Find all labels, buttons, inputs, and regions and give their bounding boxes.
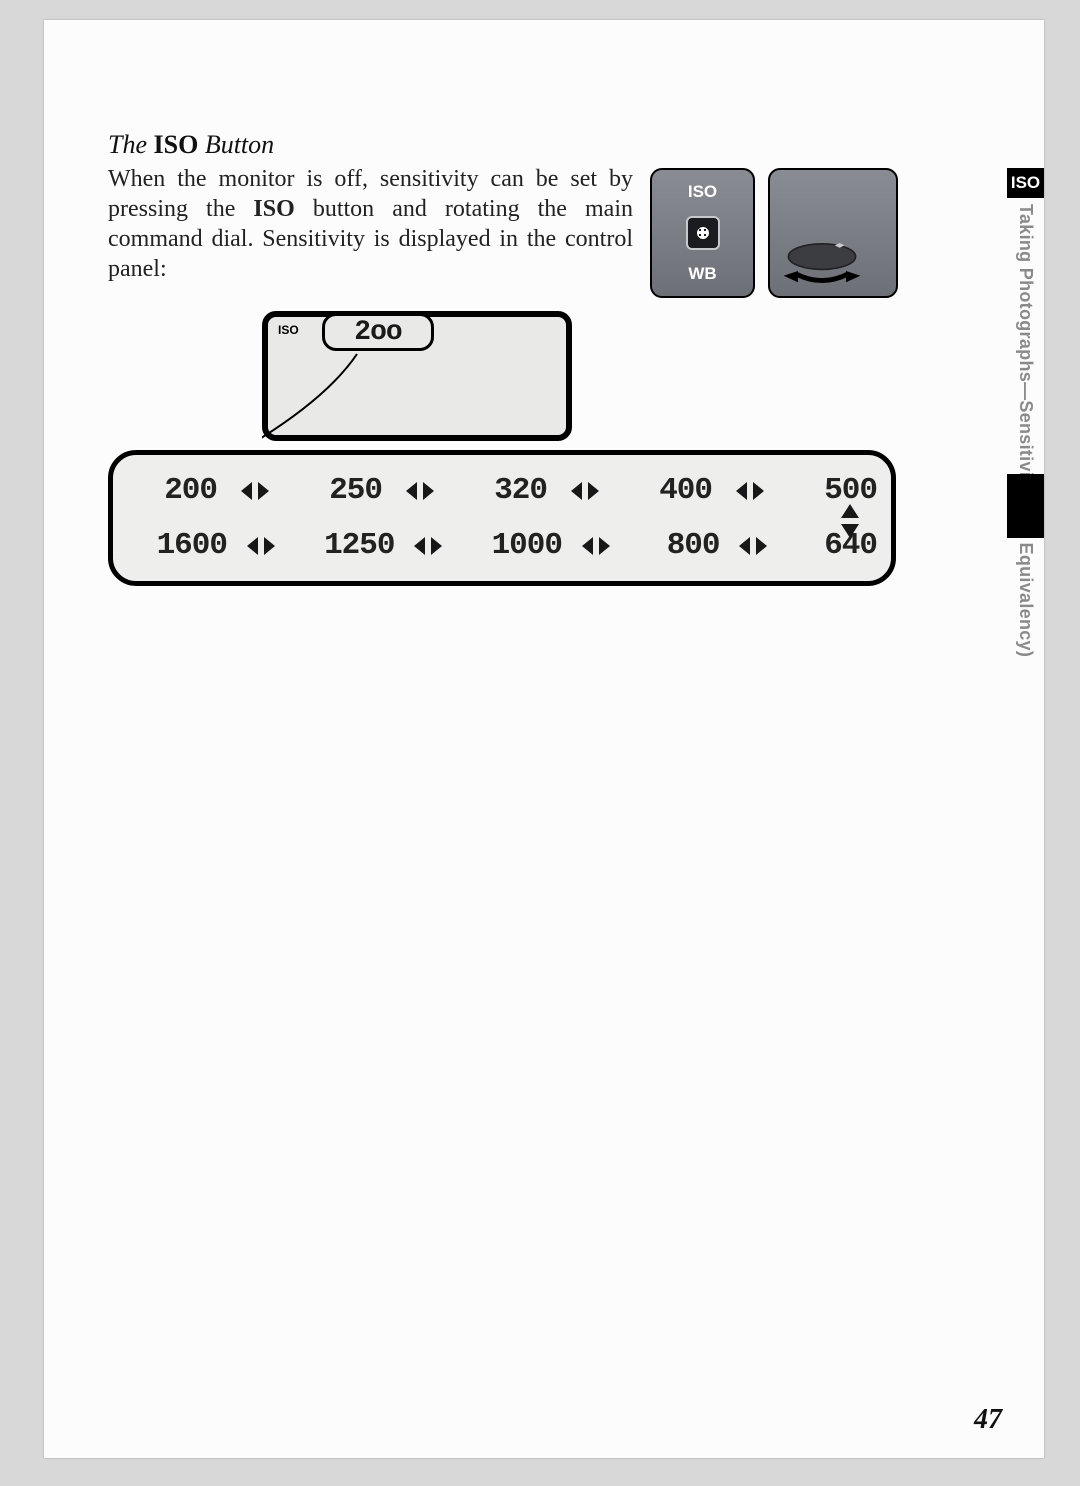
iso-label: ISO [688, 182, 717, 202]
iso-value: 1600 [127, 528, 227, 563]
lcd-iso-label: ISO [278, 323, 299, 337]
iso-value: 800 [630, 528, 720, 563]
left-right-arrow-icon [247, 534, 275, 558]
iso-value: 1000 [462, 528, 562, 563]
chapter-title-vertical: Taking Photographs—Sensitivity (ISO Equi… [1007, 202, 1044, 722]
iso-row-bottom: 1600 1250 1000 800 640 [127, 518, 877, 573]
section-heading: The ISO Button [108, 130, 908, 160]
side-tab-marker [1007, 474, 1044, 538]
iso-badge: ISO [1007, 168, 1044, 198]
chapter-side-tab: ISO Taking Photographs—Sensitivity (ISO … [1007, 168, 1044, 728]
iso-row-top: 200 250 320 400 500 [127, 463, 877, 518]
up-down-arrow-icon [805, 501, 895, 541]
iso-value: 200 [127, 473, 217, 508]
lcd-readout-frame: 2oo [322, 313, 434, 351]
heading-prefix: The [108, 130, 154, 159]
command-dial-illustration [768, 168, 898, 298]
left-right-arrow-icon [571, 479, 599, 503]
iso-value: 320 [457, 473, 547, 508]
wb-label: WB [688, 264, 716, 284]
left-right-arrow-icon [582, 534, 610, 558]
page-number: 47 [974, 1404, 1002, 1436]
body-paragraph: When the monitor is off, sensitivity can… [108, 164, 633, 284]
left-right-arrow-icon [414, 534, 442, 558]
heading-suffix: Button [198, 130, 274, 159]
left-right-arrow-icon [406, 479, 434, 503]
body-keyword: ISO [253, 196, 294, 222]
heading-keyword: ISO [154, 130, 199, 159]
manual-page: The ISO Button When the monitor is off, … [44, 20, 1044, 1458]
lcd-readout: 2oo [354, 317, 401, 348]
iso-value: 400 [622, 473, 712, 508]
left-right-arrow-icon [739, 534, 767, 558]
control-panel-lcd: ISO 2oo [262, 311, 572, 441]
left-right-arrow-icon [736, 479, 764, 503]
iso-value: 1250 [295, 528, 395, 563]
iso-values-bar: 200 250 320 400 500 1600 1250 1000 800 6… [108, 450, 896, 586]
camera-button-illustration: ISO WB [650, 168, 755, 298]
iso-value: 250 [292, 473, 382, 508]
left-right-arrow-icon [241, 479, 269, 503]
rotate-arrow-icon [782, 238, 862, 288]
thumbnail-button-icon [686, 216, 720, 250]
